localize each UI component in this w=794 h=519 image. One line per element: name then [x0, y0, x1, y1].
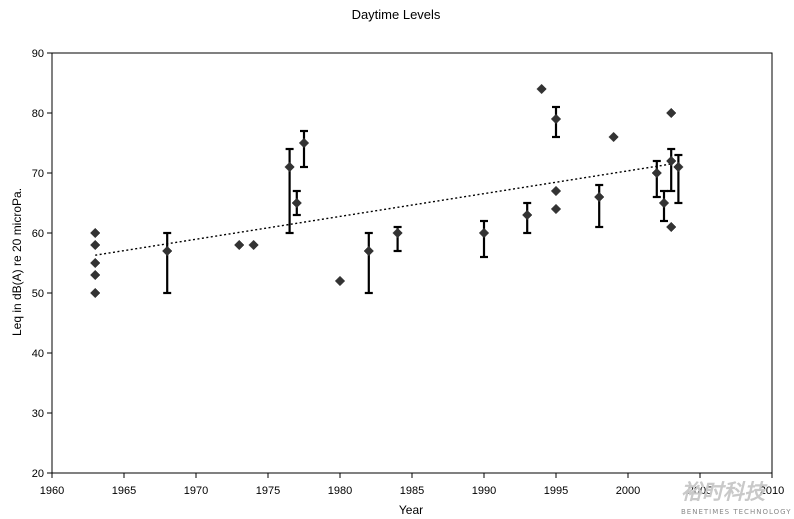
data-point [550, 113, 562, 125]
data-point [478, 227, 490, 239]
y-tick-label: 30 [32, 408, 44, 420]
watermark-text-cn: 裕时科技 [681, 480, 768, 504]
data-point [608, 131, 619, 143]
x-tick-label: 1960 [40, 485, 64, 497]
x-tick-label: 1980 [328, 485, 352, 497]
error-bar [163, 231, 172, 295]
data-point [536, 83, 547, 95]
data-point [666, 107, 677, 119]
y-tick-label: 20 [32, 468, 44, 480]
error-bar [364, 231, 373, 295]
error-bars [163, 105, 683, 295]
data-point [90, 257, 101, 269]
data-point [392, 227, 403, 239]
data-point [284, 161, 295, 173]
x-tick-label: 1985 [400, 485, 424, 497]
data-point [298, 137, 310, 149]
data-points [90, 83, 684, 299]
data-point [248, 239, 259, 251]
x-tick-label: 1995 [544, 485, 568, 497]
x-axis-title: Year [399, 503, 423, 517]
y-axis-title: Leq in dB(A) re 20 microPa. [10, 188, 24, 336]
data-point [522, 209, 533, 221]
data-point [594, 191, 605, 203]
x-tick-label: 1975 [256, 485, 280, 497]
x-tick-label: 1990 [472, 485, 496, 497]
x-tick-label: 2000 [616, 485, 640, 497]
data-point [334, 275, 346, 287]
y-tick-label: 60 [32, 228, 44, 240]
x-axis: 1960 1965 1970 1975 1980 1985 1990 1995 2000 2005… [40, 473, 784, 497]
y-tick-label: 90 [32, 48, 44, 60]
error-bar [652, 159, 661, 199]
data-point [550, 185, 562, 197]
x-tick-label: 1970 [184, 485, 208, 497]
x-tick-label: 1965 [112, 485, 136, 497]
y-tick-label: 70 [32, 168, 44, 180]
data-point [651, 167, 662, 179]
data-point [291, 197, 302, 209]
data-point [90, 269, 101, 281]
data-point [90, 227, 101, 239]
x-tick-label: 2010 [760, 485, 784, 497]
data-point [666, 155, 677, 167]
data-point [90, 287, 101, 299]
watermark-text-en: BENETIMES TECHNOLOGY [681, 508, 791, 516]
y-tick-label: 40 [32, 348, 44, 360]
y-tick-label: 50 [32, 288, 44, 300]
chart-title: Daytime Levels [352, 7, 441, 22]
data-point [363, 245, 374, 257]
data-point [550, 203, 562, 215]
y-axis: 20 30 40 50 60 70 80 90 [32, 48, 52, 480]
data-point [666, 221, 677, 233]
y-tick-label: 80 [32, 108, 44, 120]
data-point [658, 197, 670, 209]
data-point [162, 245, 173, 257]
data-point [234, 239, 245, 251]
watermark: 裕时科技 BENETIMES TECHNOLOGY [681, 480, 791, 516]
x-tick-label: 2005 [688, 485, 712, 497]
data-point [90, 239, 101, 251]
error-bar [480, 219, 488, 259]
data-point [673, 161, 684, 173]
error-bar [300, 129, 308, 169]
